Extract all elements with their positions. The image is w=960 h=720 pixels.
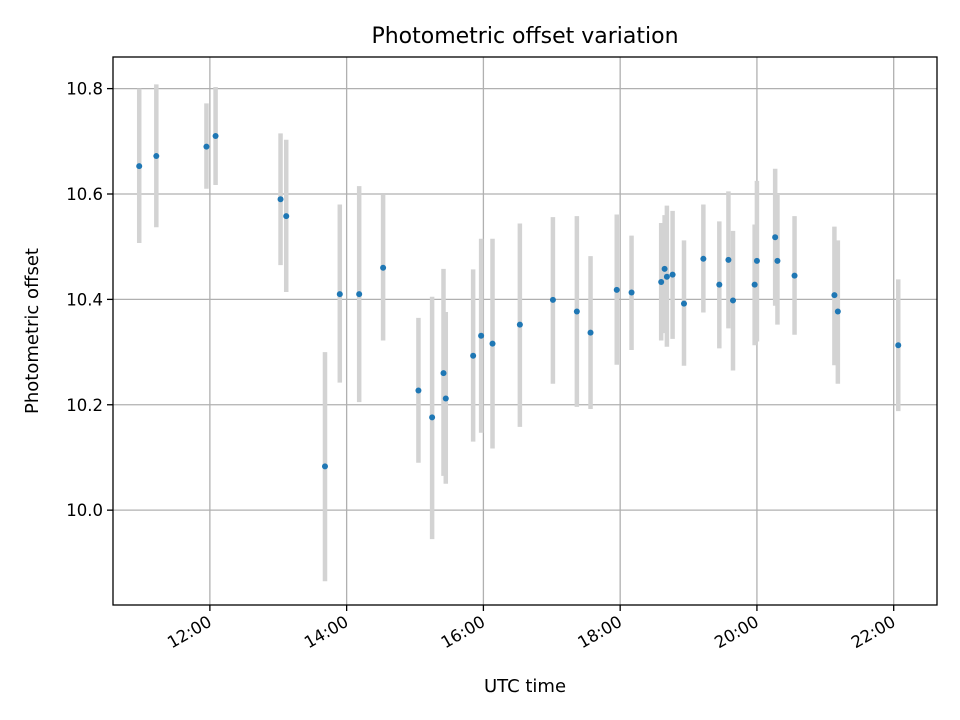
- data-point: [725, 256, 732, 263]
- data-point: [774, 257, 781, 264]
- data-point: [429, 414, 436, 421]
- x-tick-label: 18:00: [574, 612, 625, 652]
- data-point: [203, 143, 210, 150]
- point-layer: [136, 133, 902, 470]
- data-point: [628, 289, 635, 296]
- data-point: [663, 273, 670, 280]
- data-point: [442, 395, 449, 402]
- data-point: [753, 257, 760, 264]
- grid-layer: [113, 57, 937, 605]
- x-axis-label: UTC time: [484, 676, 566, 697]
- x-tick-label: 22:00: [848, 612, 899, 652]
- data-point: [587, 329, 594, 336]
- data-point: [573, 308, 580, 315]
- data-point: [356, 291, 363, 298]
- data-point: [321, 463, 328, 470]
- data-point: [661, 265, 668, 272]
- y-axis-label: Photometric offset: [22, 248, 43, 414]
- data-point: [831, 292, 838, 299]
- data-point: [489, 340, 496, 347]
- data-point: [658, 278, 665, 285]
- y-tick-label: 10.8: [66, 80, 103, 99]
- data-point: [440, 370, 447, 377]
- data-point: [277, 196, 284, 203]
- x-tick-label: 20:00: [711, 612, 762, 652]
- data-point: [680, 300, 687, 307]
- y-tick-label: 10.4: [66, 290, 103, 309]
- data-point: [669, 271, 676, 278]
- data-point: [791, 272, 798, 279]
- data-point: [895, 342, 902, 349]
- data-point: [212, 133, 219, 140]
- data-point: [613, 286, 620, 293]
- data-point: [549, 296, 556, 303]
- data-point: [772, 234, 779, 241]
- data-point: [415, 387, 422, 394]
- chart-title: Photometric offset variation: [371, 24, 678, 49]
- y-tick-label: 10.6: [66, 185, 103, 204]
- data-point: [380, 264, 387, 271]
- data-point: [751, 281, 758, 288]
- errorbar-layer: [136, 84, 901, 582]
- x-tick-label: 14:00: [301, 612, 352, 652]
- y-tick-label: 10.0: [66, 501, 103, 520]
- x-tick-label: 12:00: [164, 612, 215, 652]
- data-point: [336, 291, 343, 298]
- data-point: [153, 153, 160, 160]
- x-tick-label: 16:00: [438, 612, 489, 652]
- y-axis-ticks: 10.0 10.2 10.4 10.6 10.8: [66, 80, 113, 520]
- data-point: [834, 308, 841, 315]
- plot-frame: [112, 56, 938, 606]
- data-point: [716, 281, 723, 288]
- x-axis-ticks: 12:00 14:00 16:00 18:00 20:00 22:00: [164, 605, 899, 652]
- data-point: [478, 332, 485, 339]
- data-point: [729, 297, 736, 304]
- data-point: [136, 163, 143, 170]
- y-tick-label: 10.2: [66, 396, 103, 415]
- data-point: [470, 352, 477, 359]
- data-point: [283, 213, 290, 220]
- data-point: [700, 255, 707, 262]
- data-point: [516, 321, 523, 328]
